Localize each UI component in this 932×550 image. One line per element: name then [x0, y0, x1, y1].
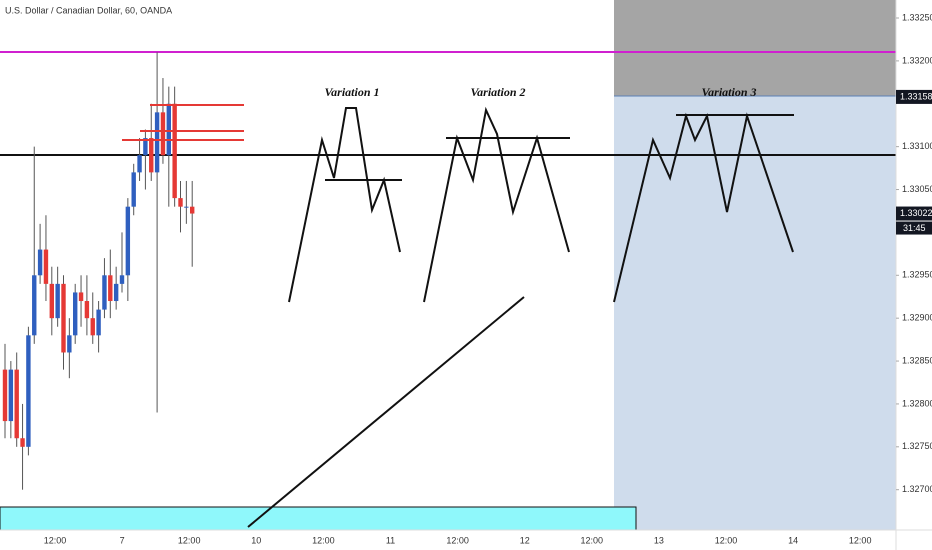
x-tick-label: 11	[386, 535, 395, 545]
candle-body	[43, 249, 49, 284]
candle-body	[108, 275, 113, 302]
x-tick-label: 12:00	[312, 535, 335, 545]
candle-body	[184, 206, 189, 208]
candle-body	[190, 206, 195, 214]
candle-body	[84, 301, 90, 319]
candle-body	[49, 283, 54, 319]
candle-body	[61, 283, 66, 353]
x-tick-label: 7	[120, 535, 125, 545]
drawings	[247, 106, 794, 528]
candle-body	[160, 112, 166, 156]
x-tick-label: 12:00	[446, 535, 469, 545]
candle-body	[8, 369, 14, 422]
x-tick-label: 12:00	[581, 535, 604, 545]
cyan-zone	[0, 506, 637, 531]
y-tick-label: 1.32700	[902, 484, 932, 494]
x-tick-label: 10	[251, 535, 261, 545]
price-badge-label: 1.33022	[900, 208, 932, 218]
candle-body	[14, 369, 19, 439]
candle-body	[172, 103, 177, 199]
candle-body	[102, 275, 107, 310]
candle-body	[90, 318, 95, 336]
annotation: Variation 2	[470, 85, 525, 99]
x-tick-label: 12:00	[178, 535, 201, 545]
candle-body	[154, 112, 160, 173]
countdown: 31:45	[903, 223, 926, 233]
x-tick-label: 12:00	[715, 535, 738, 545]
blue-zone	[614, 96, 896, 530]
candle-body	[143, 138, 148, 156]
countdown-badge	[896, 221, 932, 235]
y-tick-label: 1.32850	[902, 355, 932, 365]
y-tick-label: 1.32900	[902, 313, 932, 323]
candle-body	[20, 438, 25, 447]
candle-body	[32, 275, 37, 336]
price-badge	[896, 89, 932, 104]
red-levels	[122, 104, 244, 141]
x-tick-label: 12:00	[44, 535, 67, 545]
candle-body	[119, 275, 125, 284]
x-tick-label: 12	[520, 535, 530, 545]
y-tick-label: 1.32800	[902, 398, 932, 408]
symbol-title: U.S. Dollar / Canadian Dollar, 60, OANDA	[5, 5, 172, 15]
price-badge	[896, 206, 932, 221]
candle-body	[37, 249, 43, 276]
gray-zone	[614, 0, 896, 96]
candle-body	[137, 155, 142, 173]
y-tick-label: 1.32950	[902, 270, 932, 280]
candle-body	[178, 198, 183, 207]
y-tick-label: 1.32750	[902, 441, 932, 451]
candle-body	[67, 335, 72, 353]
candle-body	[166, 103, 171, 156]
x-tick-label: 12:00	[849, 535, 872, 545]
candle-body	[78, 292, 84, 302]
candle-body	[96, 309, 101, 336]
x-tick-label: 14	[788, 535, 798, 545]
candle-body	[113, 283, 119, 302]
y-tick-label: 1.33050	[902, 184, 932, 194]
candle-body	[73, 292, 78, 336]
annotation: Variation 1	[324, 85, 379, 99]
y-tick-label: 1.33200	[902, 55, 932, 65]
y-tick-label: 1.33100	[902, 141, 932, 151]
price-badge-label: 1.33158	[900, 91, 932, 101]
annotation: Variation 3	[701, 85, 756, 99]
y-tick-label: 1.33250	[902, 12, 932, 22]
candle-body	[2, 369, 8, 422]
candle-body	[26, 335, 31, 447]
candle-body	[125, 206, 131, 276]
candle-body	[55, 283, 60, 319]
candle-body	[131, 172, 136, 207]
x-tick-label: 13	[654, 535, 664, 545]
candle-body	[149, 138, 154, 173]
